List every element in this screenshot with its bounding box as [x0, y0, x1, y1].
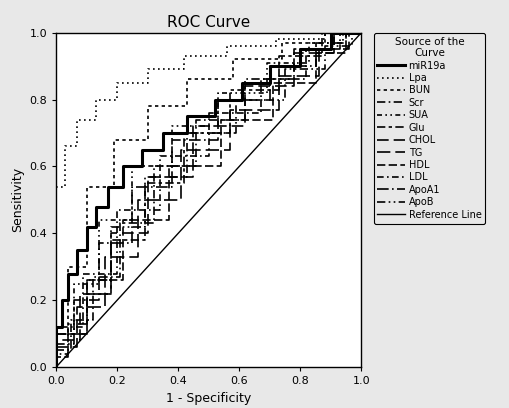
X-axis label: 1 - Specificity: 1 - Specificity	[166, 392, 251, 405]
Legend: miR19a, Lpa, BUN, Scr, SUA, Glu, CHOL, TG, HDL, LDL, ApoA1, ApoB, Reference Line: miR19a, Lpa, BUN, Scr, SUA, Glu, CHOL, T…	[374, 33, 486, 224]
Y-axis label: Sensitivity: Sensitivity	[11, 167, 23, 233]
Title: ROC Curve: ROC Curve	[167, 15, 250, 30]
